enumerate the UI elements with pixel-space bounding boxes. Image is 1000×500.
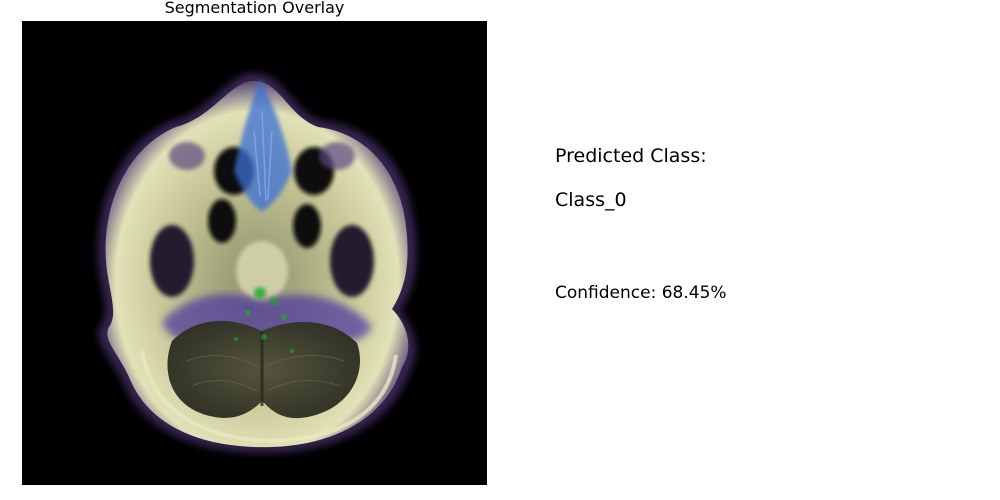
mri-scan-graphic	[97, 73, 417, 454]
confidence-text: Confidence: 68.45%	[555, 283, 727, 303]
predicted-class-label: Predicted Class:	[555, 145, 707, 167]
segmentation-overlay-image	[22, 21, 487, 485]
predicted-class-value: Class_0	[555, 189, 627, 211]
overlay-panel-title: Segmentation Overlay	[164, 0, 345, 17]
